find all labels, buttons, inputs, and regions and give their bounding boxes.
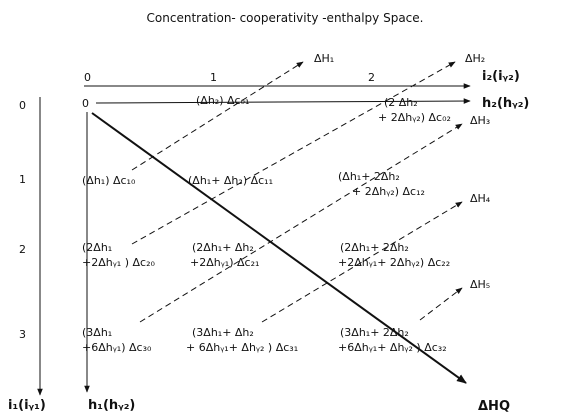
left-tick: 0 [19,99,26,112]
left-tick: 3 [19,328,26,341]
enthalpy-label: ΔH₄ [470,192,491,205]
left-tick: 1 [19,173,26,186]
cell: (2Δh₁+ 2Δh₂ [340,241,409,254]
top-tick: 2 [368,71,375,84]
cell: +6Δhᵧ₁+ Δhᵧ₂ ) Δc₃₂ [338,341,447,354]
enthalpy-label: ΔH₂ [465,52,485,65]
cell: +2Δhᵧ₁ ) Δc₂₀ [82,256,155,269]
cell: (3Δh₁ [82,326,112,339]
cell: +2Δhᵧ₁+ 2Δhᵧ₂) Δc₂₂ [338,256,450,269]
cell: (Δh₁) Δc₁₀ [82,174,136,187]
axis-label: i₂(iᵧ₂) [482,69,520,84]
cell: +6Δhᵧ₁) Δc₃₀ [82,341,152,354]
axis-label: h₂(hᵧ₂) [482,96,529,111]
axis-label: i₁(iᵧ₁) [8,398,46,413]
enthalpy-label: ΔH₃ [470,114,490,127]
dashed-arrow [419,287,463,321]
enthalpy-label: ΔH₅ [470,278,490,291]
dashed-arrow [131,61,456,245]
cell: + 2Δhᵧ₂) Δc₀₂ [378,111,451,124]
origin: 0 [82,97,89,110]
cell: (Δh₁+ Δh₂) Δc₁₁ [188,174,273,187]
enthalpy-label: ΔHQ [478,399,510,414]
h2-axis [95,98,471,104]
title: Concentration- cooperativity -enthalpy S… [147,11,424,25]
left-tick: 2 [19,243,26,256]
cell: (Δh₁+ 2Δh₂ [338,170,400,183]
dashed-arrow [131,61,304,171]
cell: (2Δh₁+ Δh₂ [192,241,254,254]
cell: (Δh₂) Δc₀₁ [196,94,249,107]
axis-label: h₁(hᵧ₂) [88,398,135,413]
cell: (3Δh₁+ 2Δh₂ [340,326,409,339]
cell: + 6Δhᵧ₁+ Δhᵧ₂ ) Δc₃₁ [186,341,298,354]
enthalpy-label: ΔH₁ [314,52,334,65]
dashed-arrow [139,123,463,323]
diagonal [91,112,467,384]
cell: (2Δh₁ [82,241,112,254]
dashed-arrow [261,201,463,323]
cell: + 2Δhᵧ₂) Δc₁₂ [352,185,425,198]
cell: (2 Δh₂ [384,96,418,109]
top-tick: 1 [210,71,217,84]
cell: +2Δhᵧ₁) Δc₂₁ [190,256,259,269]
top-tick: 0 [84,71,91,84]
cell: (3Δh₁+ Δh₂ [192,326,254,339]
